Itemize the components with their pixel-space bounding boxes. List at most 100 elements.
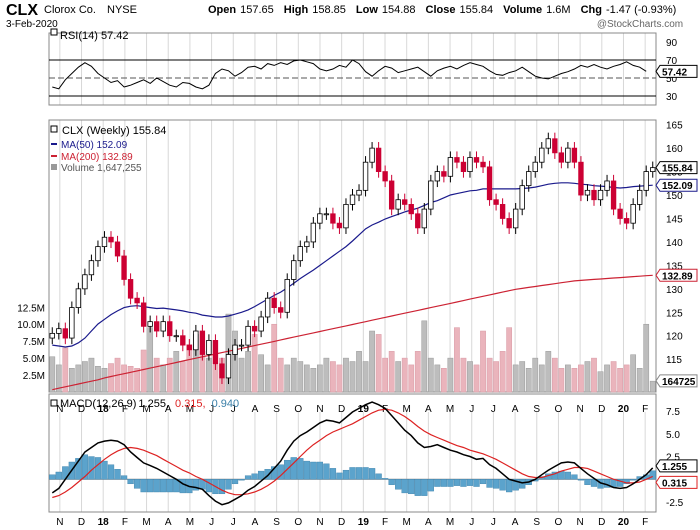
macd-histogram-bar [323,463,330,480]
macd-histogram-bar [166,479,173,493]
x-axis-label: 18 [98,404,110,415]
x-axis-label: D [338,404,345,415]
volume-bar [636,368,643,393]
volume-value-tag-label: 164725 [662,377,696,388]
candle-body [317,213,323,224]
macd-histogram-bar [355,467,363,480]
volume-bar [610,361,617,393]
macd-histogram-bar [153,479,160,493]
symbol-label: CLX [6,2,38,19]
candle-body [480,161,486,168]
x-axis-label-bottom: A [425,517,432,528]
volume-bar [101,368,108,393]
macd-tick-label: -2.5 [666,498,684,509]
volume-tick-label: 7.5M [23,337,45,348]
macd-histogram-bar [329,468,337,480]
x-axis-label-bottom: F [122,517,128,528]
candle-body [88,260,95,276]
volume-bar [414,351,421,393]
macd-histogram-bar [310,461,317,480]
candle-body [225,354,232,379]
macd-histogram-bar [362,467,369,480]
ma200-value-tag-label: 132.89 [662,271,693,282]
x-axis-label: D [78,404,85,415]
candle-body [454,157,460,163]
macd-legend-box [50,399,58,407]
macd-histogram-bar [49,474,56,480]
macd-line [51,401,654,506]
volume-bar [499,351,506,393]
ma200-legend-label: MA(200) 132.89 [61,152,133,163]
candle-body [258,316,264,332]
rsi-legend-box [50,28,58,36]
macd-tick-label: 5.0 [666,430,680,441]
volume-legend-swatch [51,164,57,170]
macd-histogram-bar [381,478,389,480]
macd-histogram-bar [244,475,252,480]
candle-body [356,189,362,196]
volume-bar [512,364,519,393]
rsi-panel: 30 50 70 90 57.42 RSI(14) 57.42 [48,28,698,106]
volume-bar [375,334,382,393]
candle-body [278,307,284,313]
x-axis-label: M [142,404,150,415]
ma50-value-tag [655,178,698,192]
volume-bar [591,357,597,393]
volume-bar [62,347,69,393]
volume-bar [643,323,650,393]
macd-histogram-bar [408,479,415,495]
x-axis-label: 19 [358,404,370,415]
macd-histogram-bar [101,460,108,480]
candle-body [336,222,343,229]
price-tick-label: 130 [666,285,683,296]
candle-body [375,147,382,172]
volume-bar [480,330,486,393]
volume-bar [506,327,513,393]
quote-open-value: 157.65 [240,4,274,16]
macd-histogram-bar [114,469,121,480]
volume-bar [454,327,460,393]
volume-bar [68,368,75,393]
volume-bar [127,365,134,393]
candle-body [199,330,206,355]
macd-histogram-bar [649,470,656,480]
rsi-tick-label: 70 [666,56,678,67]
x-axis-label-bottom: 20 [618,517,630,528]
volume-bar [297,361,304,393]
volume-bar [447,357,454,393]
candle-body [362,161,369,191]
quote-close-value: 155.84 [460,4,494,16]
candle-body [519,185,525,210]
macd-histogram-bar [368,468,376,480]
macd-histogram-bar [257,470,265,480]
candle-body [382,171,388,182]
macd-histogram-bar [297,458,304,480]
volume-bar [604,364,610,393]
candle-body [206,340,212,355]
candle-body [186,344,193,351]
candle-body [604,180,610,191]
rsi-tick-label: 30 [666,92,678,103]
x-axis-label-bottom: M [446,517,454,528]
ma50-value-tag-label: 152.09 [662,181,693,192]
candle-body [623,218,630,224]
macd-histogram-bar [218,479,226,495]
macd-histogram-bar [395,479,402,490]
volume-bar [434,364,441,393]
volume-bar [421,320,428,393]
macd-histogram-bar [349,467,356,480]
volume-bar [401,357,408,393]
volume-legend-label: Volume 1,647,255 [61,163,142,174]
volume-bar [565,364,571,393]
candle-body [264,297,271,318]
macd-histogram-bar [264,469,271,480]
candle-body [245,325,251,346]
candle-body [441,171,447,177]
rsi-tick-label: 90 [666,38,678,49]
volume-bar [362,361,369,393]
volume-bar [369,330,375,393]
volume-bar [571,368,578,393]
macd-histogram-bar [231,479,239,485]
volume-bar [336,364,343,393]
x-axis-label: J [469,404,474,415]
